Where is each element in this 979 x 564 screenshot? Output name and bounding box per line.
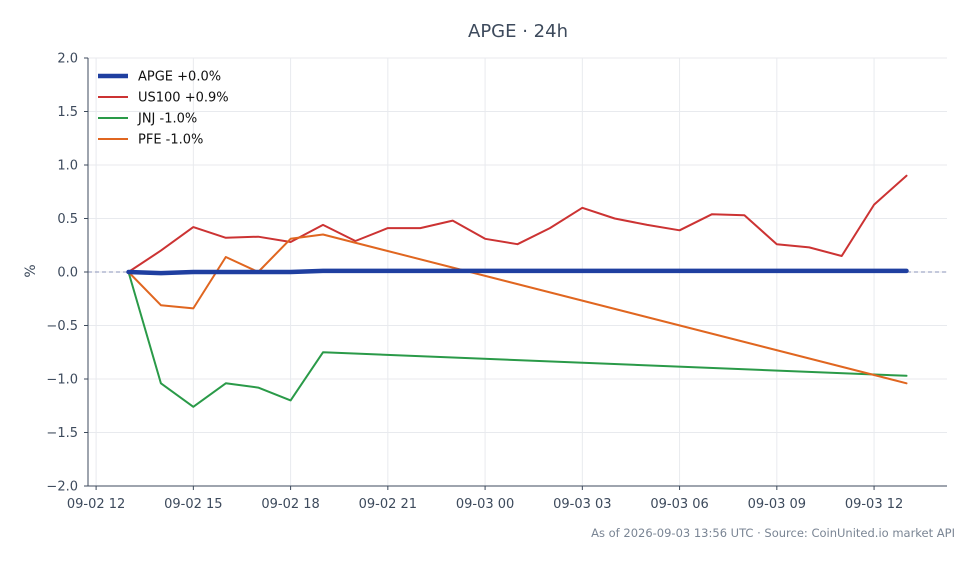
x-tick-label-4: 09-03 00	[456, 497, 514, 512]
legend-label-apge: APGE +0.0%	[138, 70, 221, 85]
y-tick-label-4: 0.0	[57, 266, 78, 281]
y-axis-label: %	[23, 264, 39, 277]
x-tick-label-0: 09-02 12	[67, 497, 125, 512]
y-tick-label-6: −1.0	[46, 373, 78, 388]
y-tick-label-1: 1.5	[57, 105, 78, 120]
x-tick-label-6: 09-03 06	[650, 497, 708, 512]
series-line-apge	[126, 268, 909, 276]
footer-source-text: As of 2026-09-03 13:56 UTC · Source: Coi…	[591, 526, 955, 540]
y-tick-label-5: −0.5	[46, 319, 78, 334]
x-axis-ticks: 09-02 12 09-02 15 09-02 18 09-02 21 09-03 00…	[67, 486, 903, 512]
series-line-pfe	[127, 233, 908, 385]
y-tick-label-3: 0.5	[57, 212, 78, 227]
x-tick-label-5: 09-03 03	[553, 497, 611, 512]
y-tick-label-2: 1.0	[57, 159, 78, 174]
series-line-jnj	[127, 271, 908, 408]
legend: APGE +0.0% US100 +0.9% JNJ -1.0% PFE -1.0%	[98, 70, 229, 148]
y-tick-label-7: −1.5	[46, 426, 78, 441]
legend-label-pfe: PFE -1.0%	[138, 133, 203, 148]
y-axis-ticks: 2.0 1.5 1.0 0.5 0.0 −0.5 −1.0 −1.5 −2.0	[46, 52, 88, 495]
legend-label-us100: US100 +0.9%	[138, 91, 229, 106]
x-tick-label-1: 09-02 15	[164, 497, 222, 512]
series-line-us100	[127, 174, 908, 273]
y-tick-label-0: 2.0	[57, 52, 78, 67]
x-tick-label-2: 09-02 18	[261, 497, 319, 512]
legend-label-jnj: JNJ -1.0%	[137, 112, 197, 127]
x-tick-label-8: 09-03 12	[845, 497, 903, 512]
chart-title: APGE · 24h	[468, 21, 568, 42]
y-tick-label-8: −2.0	[46, 480, 78, 495]
series-group	[126, 174, 909, 408]
x-tick-label-7: 09-03 09	[748, 497, 806, 512]
x-tick-label-3: 09-02 21	[359, 497, 417, 512]
